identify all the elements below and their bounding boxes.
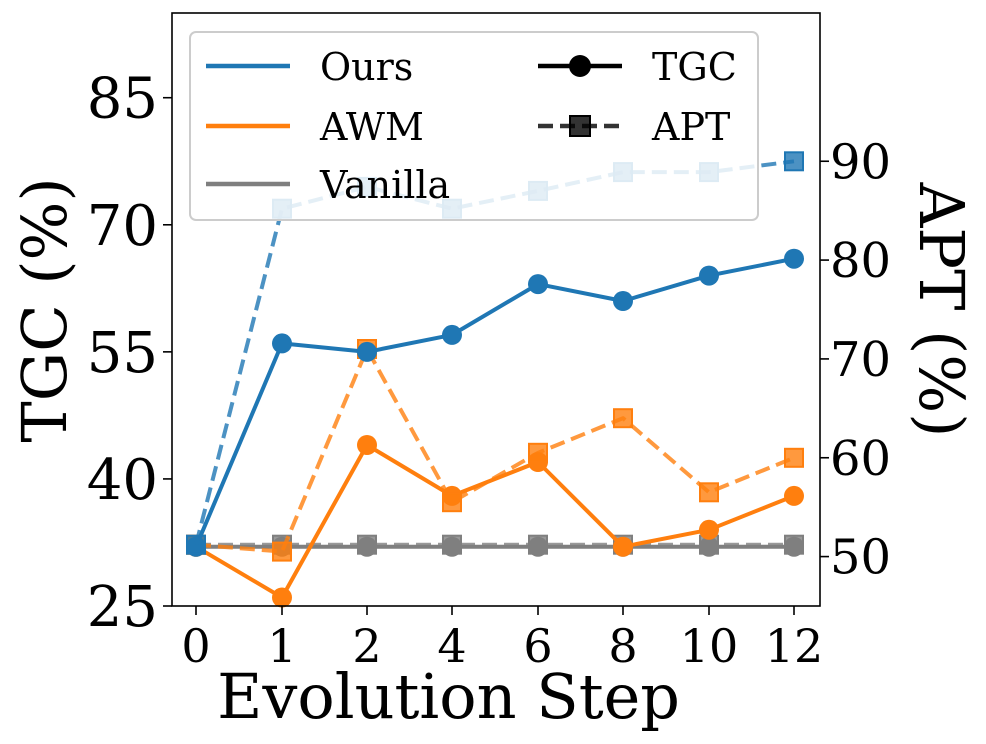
marker-ours-tgc-12 [784,248,804,269]
marker-vanilla-apt-6 [528,534,548,555]
y-left-tick-label: 40 [87,448,158,513]
y-axis-label-right: APT (%) [905,182,978,438]
x-tick-label: 0 [181,619,210,673]
y-right-tick-label: 60 [830,431,891,487]
y-axis-label-left: TGC (%) [8,177,81,442]
legend-label-vanilla: Vanilla [319,163,450,207]
plot-frame [171,12,821,607]
y-left-tick-label: 70 [87,194,158,259]
x-tick-label: 8 [608,619,637,673]
legend-label-ours: Ours [320,45,413,89]
marker-ours-tgc-1 [272,333,292,354]
marker-awm-apt-6 [528,442,548,463]
series-line-ours-tgc [194,256,795,548]
marker-ours-apt-12 [784,151,804,172]
marker-awm-tgc-1 [272,587,292,608]
marker-awm-tgc-12 [784,485,804,506]
y-right-tick-label: 70 [830,332,891,388]
marker-vanilla-apt-2 [357,534,377,555]
legend-label-awm: AWM [319,105,424,149]
legend-label-apt: APT [651,105,730,149]
marker-ours-tgc-2 [357,341,377,362]
y-right-tick-label: 80 [830,233,891,289]
marker-awm-tgc-2 [357,435,377,455]
legend-box [189,31,759,221]
marker-ours-tgc-6 [528,274,548,295]
series-line-awm-apt [195,347,795,554]
marker-awm-apt-12 [784,447,804,468]
x-tick-label: 4 [437,619,466,673]
y-left-tick-label: 55 [87,321,158,386]
y-left-tick-label: 85 [87,67,158,132]
legend-label-tgc: TGC [652,45,737,89]
marker-vanilla-apt-4 [442,534,462,555]
x-tick-label: 10 [680,619,739,673]
marker-awm-apt-10 [699,482,719,503]
legend-swatch-apt-marker [569,115,591,137]
y-right-tick-label: 50 [830,530,891,586]
legend-swatch-tgc-marker [569,55,591,77]
marker-ours-apt-0 [186,534,206,555]
x-tick-label: 12 [765,619,824,673]
legend: Ours AWM Vanilla TGC APT [189,31,759,221]
marker-awm-tgc-10 [699,519,719,540]
marker-ours-tgc-10 [699,265,719,286]
marker-ours-tgc-4 [442,324,462,345]
marker-awm-apt-1 [272,541,292,562]
x-axis-label: Evolution Step [217,660,680,733]
y-right-tick-label: 90 [830,134,891,190]
y-left-tick-label: 25 [87,575,158,640]
x-tick-label: 1 [267,619,296,673]
marker-awm-tgc-8 [613,536,633,557]
marker-ours-tgc-8 [613,291,633,311]
marker-awm-apt-4 [442,492,462,513]
x-tick-label: 6 [523,619,552,673]
marker-awm-apt-8 [613,408,633,429]
marker-vanilla-apt-12 [784,534,804,555]
x-tick-label: 2 [352,619,381,673]
